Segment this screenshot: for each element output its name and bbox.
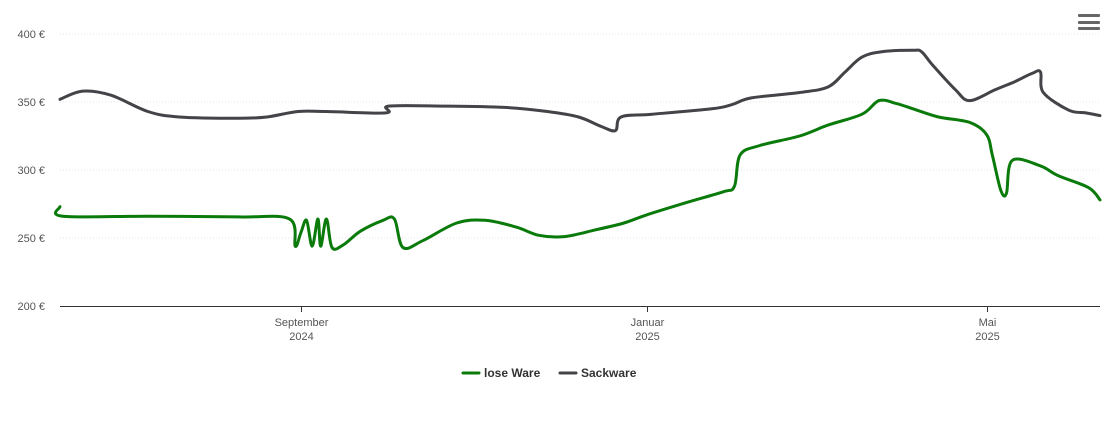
legend-label: Sackware [581,366,637,380]
x-tick-label-month: Mai [979,317,997,329]
x-axis: September 2024 Januar 2025 Mai 2025 [60,306,1100,343]
x-tick-label-year: 2025 [635,331,659,343]
y-tick-label: 300 € [17,165,45,177]
y-tick-label: 400 € [17,29,45,41]
legend-item[interactable]: lose Ware [461,366,541,380]
legend-label: lose Ware [484,366,541,380]
x-tick-label-year: 2024 [289,331,313,343]
y-axis: 200 € 250 € 300 € 350 € 400 € [17,29,45,313]
series-line-sackware [58,48,1102,133]
menu-bar [1078,27,1100,30]
series-line-lose-ware [53,98,1102,251]
legend-item[interactable]: Sackware [558,366,637,380]
x-tick-label-month: Januar [631,317,665,329]
y-tick-label: 350 € [17,97,45,109]
y-tick-label: 200 € [17,301,45,313]
y-tick-label: 250 € [17,233,45,245]
x-tick-label-year: 2025 [975,331,999,343]
x-tick-label-month: September [275,317,329,329]
legend: lose Ware Sackware [461,366,637,380]
series-layer [53,48,1102,251]
menu-bar [1078,20,1100,24]
hamburger-menu-icon[interactable] [1078,12,1100,32]
grid-layer [60,33,1100,239]
menu-bar [1078,14,1100,17]
